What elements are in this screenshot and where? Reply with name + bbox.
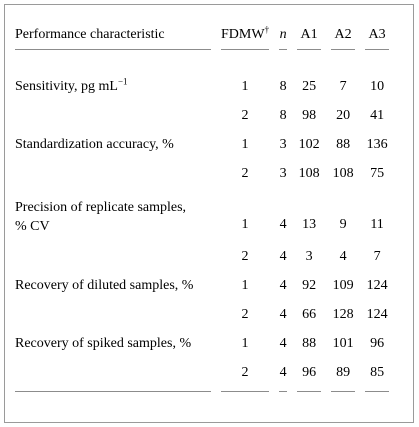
cell-a1: 13 [302, 217, 317, 232]
cell-fdmw: 1 [241, 137, 249, 152]
cell-a3: 136 [366, 137, 388, 152]
cell-fdmw: 1 [241, 79, 249, 94]
table-row: 2 3 108 108 75 [15, 153, 389, 182]
row-label [15, 153, 211, 182]
cell-n: 4 [279, 336, 287, 351]
cell-n: 3 [279, 137, 287, 152]
bottom-rule-segment [331, 381, 356, 392]
cell-a3: 124 [366, 307, 388, 322]
cell-a3: 124 [366, 278, 388, 293]
row-label: Standardization accuracy, % [15, 137, 174, 152]
cell-a1: 88 [302, 336, 317, 351]
table-row: 2 4 96 89 85 [15, 352, 389, 381]
cell-a3: 7 [373, 249, 381, 264]
cell-fdmw: 1 [241, 336, 249, 351]
header-a3: A3 [365, 27, 390, 50]
table-row: Precision of replicate samples,% CV 1 4 … [15, 182, 389, 236]
unit-exponent: −1 [117, 76, 128, 87]
cell-a2: 101 [332, 336, 354, 351]
table-frame [4, 4, 414, 423]
row-label: Recovery of diluted samples, % [15, 278, 194, 293]
row-label [15, 236, 211, 265]
table-bottom-rule [15, 381, 390, 392]
header-characteristic: Performance characteristic [15, 27, 211, 50]
cell-a3: 10 [370, 79, 385, 94]
table-row: 2 4 66 128 124 [15, 294, 389, 323]
cell-a1: 25 [302, 79, 317, 94]
row-label-line: % CV [15, 219, 50, 234]
cell-fdmw: 1 [241, 278, 249, 293]
bottom-rule-segment [221, 381, 270, 392]
cell-a1: 3 [305, 249, 313, 264]
cell-a3: 75 [370, 166, 385, 181]
bottom-rule-segment [297, 381, 322, 392]
cell-a3: 41 [370, 108, 385, 123]
cell-n: 4 [279, 217, 287, 232]
cell-n: 4 [279, 307, 287, 322]
cell-a2: 20 [336, 108, 351, 123]
row-label [15, 352, 211, 381]
cell-a1: 98 [302, 108, 317, 123]
cell-n: 8 [279, 108, 287, 123]
cell-a1: 66 [302, 307, 317, 322]
cell-a3: 85 [370, 365, 385, 380]
cell-a2: 88 [336, 137, 351, 152]
cell-fdmw: 2 [241, 166, 249, 181]
cell-fdmw: 2 [241, 249, 249, 264]
header-n: n [279, 27, 288, 50]
cell-a1: 96 [302, 365, 317, 380]
cell-a1: 102 [298, 137, 320, 152]
dagger-footnote-mark: † [264, 24, 270, 35]
row-label-line: Precision of replicate samples, [15, 200, 187, 215]
bottom-rule-segment [279, 381, 288, 392]
cell-fdmw: 2 [241, 307, 249, 322]
cell-a2: 128 [332, 307, 354, 322]
cell-n: 8 [279, 79, 287, 94]
cell-a3: 11 [370, 217, 384, 232]
table-row: 2 8 98 20 41 [15, 95, 389, 124]
performance-table: Performance characteristic FDMW† n A1 A2… [5, 24, 399, 392]
header-a2: A2 [331, 27, 356, 50]
table-row: Standardization accuracy, % 1 3 102 88 1… [15, 124, 389, 153]
cell-n: 4 [279, 278, 287, 293]
row-label: Recovery of spiked samples, % [15, 336, 192, 351]
cell-a2: 108 [332, 166, 354, 181]
header-fdmw-text: FDMW [221, 27, 265, 42]
row-label [15, 95, 211, 124]
cell-a2: 9 [339, 217, 347, 232]
cell-a2: 7 [339, 79, 347, 94]
bottom-rule-segment [15, 381, 211, 392]
cell-n: 3 [279, 166, 287, 181]
header-row: Performance characteristic FDMW† n A1 A2… [15, 24, 390, 50]
table-row: 2 4 3 4 7 [15, 236, 389, 265]
cell-a2: 4 [339, 249, 347, 264]
row-label [15, 294, 211, 323]
bottom-rule-segment [365, 381, 390, 392]
cell-fdmw: 2 [241, 365, 249, 380]
cell-a2: 89 [336, 365, 351, 380]
cell-a2: 109 [332, 278, 354, 293]
row-label: Sensitivity, pg mL−1 [15, 50, 211, 95]
table-row: Recovery of spiked samples, % 1 4 88 101… [15, 323, 389, 352]
table-row: Recovery of diluted samples, % 1 4 92 10… [15, 265, 389, 294]
cell-n: 4 [279, 249, 287, 264]
cell-a3: 96 [370, 336, 385, 351]
header-fdmw: FDMW† [221, 24, 270, 50]
row-label: Precision of replicate samples, % CV [15, 182, 211, 236]
row-label-text: Sensitivity, pg mL [15, 79, 118, 94]
header-a1: A1 [297, 27, 322, 50]
cell-fdmw: 2 [241, 108, 249, 123]
cell-fdmw: 1 [241, 217, 249, 232]
cell-a1: 92 [302, 278, 317, 293]
cell-a1: 108 [298, 166, 320, 181]
table-row: Sensitivity, pg mL−1 1 8 25 7 10 [15, 50, 389, 95]
cell-n: 4 [279, 365, 287, 380]
